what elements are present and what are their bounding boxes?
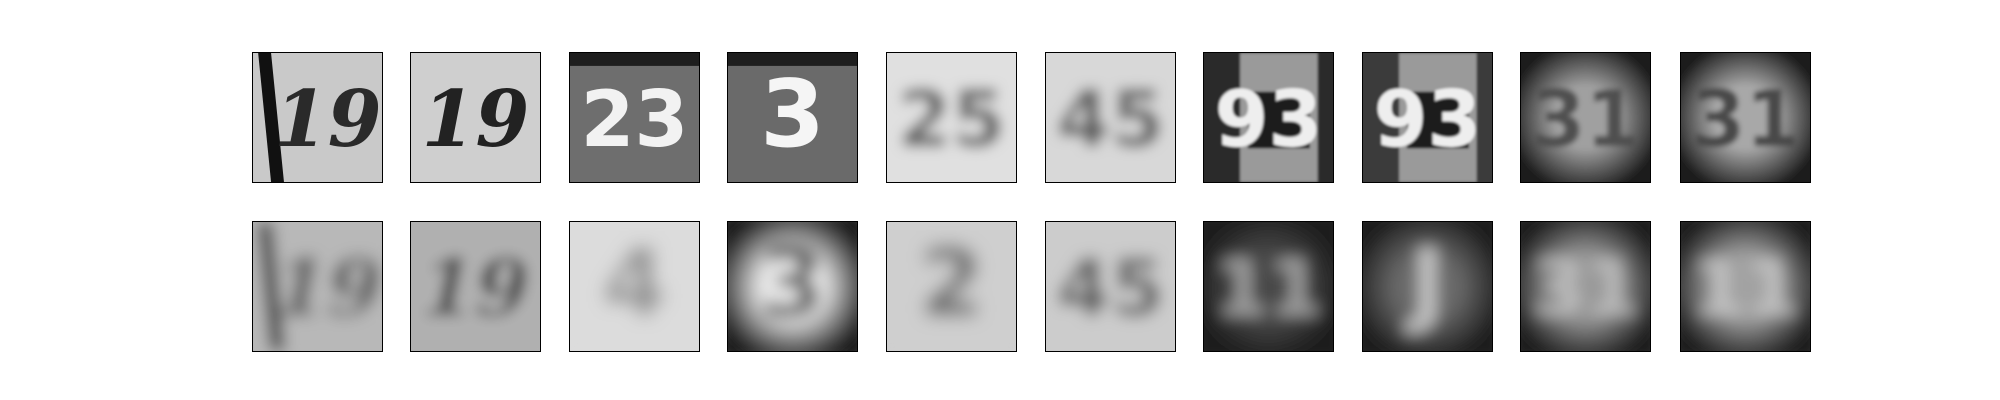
tile-image: 19 [253, 222, 382, 351]
tile-digits: 45 [1057, 75, 1165, 165]
image-tile-original-10: 31 [1680, 52, 1811, 183]
image-tile-reconstruction-6: 45 [1045, 221, 1176, 352]
image-tile-reconstruction-9: 31 [1520, 221, 1651, 352]
image-tile-original-7: 93 [1203, 52, 1334, 183]
tile-image: 31 [1521, 222, 1650, 351]
tile-image: J [1363, 222, 1492, 351]
tile-digits: 19 [274, 74, 382, 165]
image-tile-original-2: 19 [410, 52, 541, 183]
tile-digits: 11 [1215, 244, 1323, 334]
tile-digits: 31 [1692, 75, 1800, 165]
tile-digits: 2 [919, 229, 984, 337]
tile-image: 45 [1046, 53, 1175, 182]
image-tile-original-8: 93 [1362, 52, 1493, 183]
tile-digits: 45 [1057, 244, 1165, 334]
image-tile-reconstruction-8: J [1362, 221, 1493, 352]
tile-image: 23 [570, 53, 699, 182]
tile-image: 31 [1681, 53, 1810, 182]
image-tile-reconstruction-4: 3 [727, 221, 858, 352]
image-tile-reconstruction-3: 4 [569, 221, 700, 352]
tile-digits: 3 [760, 60, 825, 168]
tile-image: 19 [411, 222, 540, 351]
tile-image: 93 [1363, 53, 1492, 182]
tile-digits: 19 [422, 74, 530, 165]
tile-digits: 23 [581, 75, 689, 165]
image-tile-reconstruction-2: 19 [410, 221, 541, 352]
image-tile-original-4: 3 [727, 52, 858, 183]
tile-image: 11 [1204, 222, 1333, 351]
tile-image: 3 [728, 222, 857, 351]
image-tile-original-3: 23 [569, 52, 700, 183]
image-tile-reconstruction-10: 11 [1680, 221, 1811, 352]
image-tile-original-1: 19 [252, 52, 383, 183]
image-tile-original-6: 45 [1045, 52, 1176, 183]
tile-image: 19 [411, 53, 540, 182]
tile-digits: 25 [898, 75, 1006, 165]
tile-image: 2 [887, 222, 1016, 351]
image-tile-reconstruction-7: 11 [1203, 221, 1334, 352]
tile-image: 25 [887, 53, 1016, 182]
tile-image: 4 [570, 222, 699, 351]
tile-image: 3 [728, 53, 857, 182]
tile-image: 31 [1521, 53, 1650, 182]
image-tile-original-9: 31 [1520, 52, 1651, 183]
tile-image: 19 [253, 53, 382, 182]
tile-digits: 4 [602, 229, 667, 337]
tile-digits: 11 [1692, 244, 1800, 334]
tile-image: 11 [1681, 222, 1810, 351]
tile-digits: 31 [1532, 75, 1640, 165]
tile-digits: 19 [422, 243, 530, 334]
tile-digits: 31 [1532, 244, 1640, 334]
tile-image: 93 [1204, 53, 1333, 182]
tile-digits: J [1404, 229, 1445, 337]
tile-digits: 93 [1215, 75, 1323, 165]
image-tile-original-5: 25 [886, 52, 1017, 183]
image-tile-reconstruction-5: 2 [886, 221, 1017, 352]
tile-digits: 19 [274, 243, 382, 334]
tile-digits: 93 [1374, 75, 1482, 165]
tile-digits: 3 [760, 229, 825, 337]
image-tile-reconstruction-1: 19 [252, 221, 383, 352]
tile-image: 45 [1046, 222, 1175, 351]
